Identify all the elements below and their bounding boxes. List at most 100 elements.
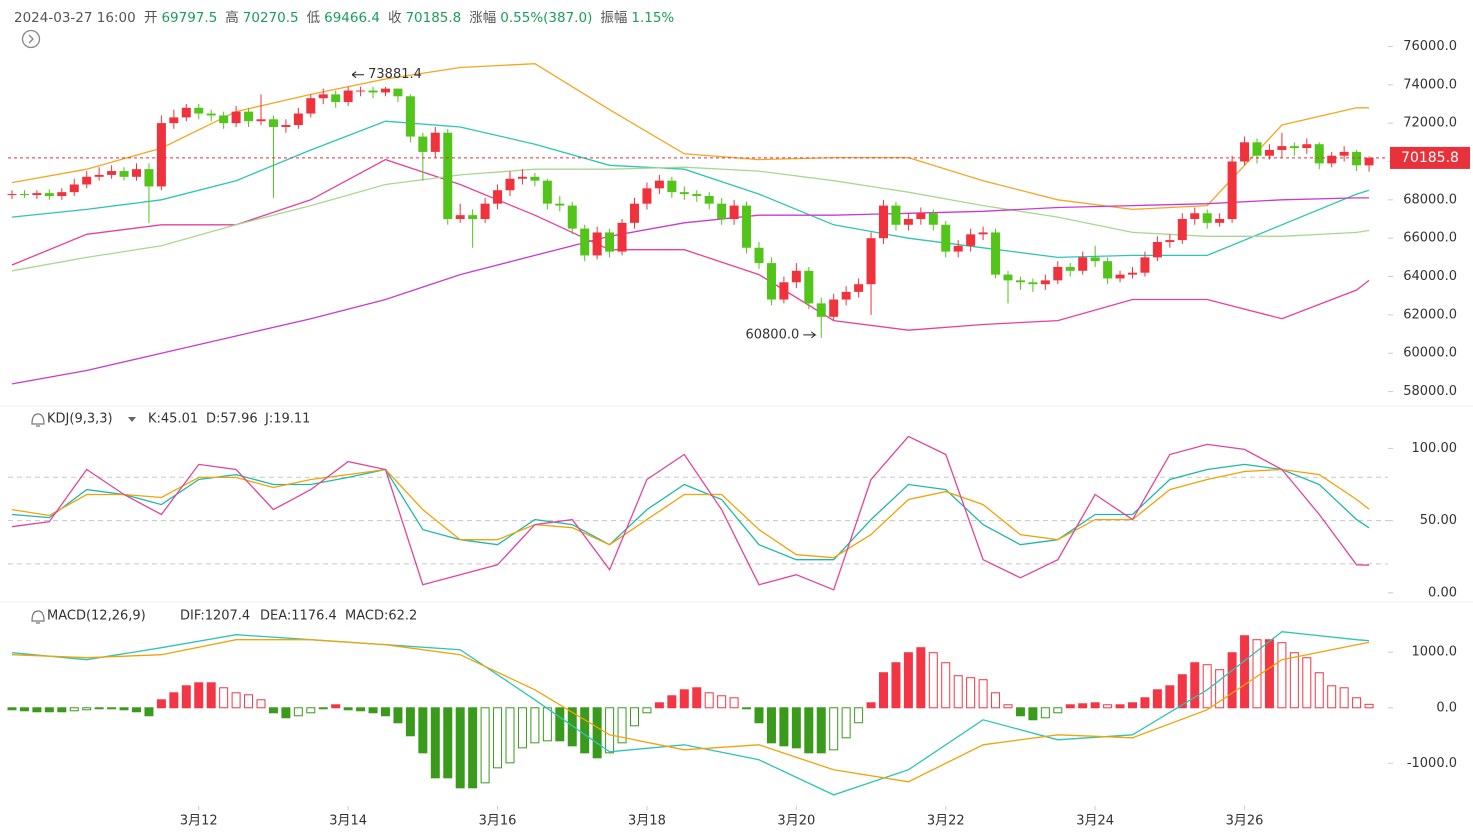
y-tick-label: 68000.0 (1403, 192, 1457, 207)
candle-body (1103, 261, 1113, 279)
macd-bar (1003, 704, 1013, 709)
x-tick-label: 3月26 (1226, 814, 1264, 829)
indicator-title: MACD(12,26,9) (47, 609, 146, 624)
indicator-line (11, 631, 1370, 796)
candle-body (841, 291, 851, 300)
candle-body (443, 132, 453, 220)
candle-body (268, 119, 278, 127)
candle-body (256, 119, 266, 122)
candle-body (468, 215, 478, 220)
candle-body (1128, 272, 1137, 275)
macd-bar (94, 707, 104, 710)
macd-bar (1040, 707, 1050, 719)
candle-body (1240, 142, 1250, 162)
candle-body (978, 232, 988, 235)
macd-bar (1078, 703, 1088, 709)
macd-bar (32, 707, 42, 713)
x-tick-label: 3月24 (1076, 814, 1114, 829)
quote-value: 70270.5 (242, 10, 299, 26)
expand-button[interactable] (21, 29, 41, 49)
macd-bar (256, 699, 266, 709)
x-tick-label: 3月14 (329, 814, 367, 829)
macd-bar (1190, 662, 1200, 709)
alert-icon[interactable] (31, 413, 45, 427)
macd-bar (991, 692, 1001, 709)
macd-bar (194, 682, 204, 709)
macd-bar (455, 707, 465, 789)
candle-body (94, 174, 104, 177)
y-tick-label: 60000.0 (1403, 346, 1457, 361)
candle-body (642, 188, 652, 204)
alert-icon[interactable] (31, 610, 45, 624)
macd-bar (1165, 685, 1175, 709)
candle-body (231, 111, 241, 124)
candle-body (530, 176, 540, 181)
candle-body (381, 88, 390, 93)
candle-body (1352, 151, 1362, 166)
macd-bar (368, 707, 378, 714)
quote-value: 69797.5 (161, 10, 218, 26)
macd-bar (580, 707, 590, 754)
macd-bar (630, 707, 639, 727)
macd-bar (679, 689, 689, 709)
macd-bar (779, 707, 789, 747)
x-tick-label: 3月16 (479, 814, 517, 829)
candle-body (1003, 274, 1013, 281)
quote-header: 2024-03-27 16:00 开 69797.5 高 70270.5 低 69466.… (14, 6, 682, 26)
y-tick-label: 100.00 (1412, 441, 1458, 456)
macd-bar (281, 707, 291, 719)
quote-label: 高 (225, 10, 239, 26)
candle-body (119, 171, 129, 177)
macd-bar (903, 652, 913, 709)
macd-bar (493, 707, 503, 769)
macd-bar (517, 707, 527, 749)
candle-body (19, 194, 29, 196)
macd-bar (1302, 657, 1312, 709)
candle-body (729, 205, 739, 220)
macd-bar (19, 707, 29, 712)
macd-bar (443, 707, 453, 779)
macd-bar (44, 707, 54, 713)
macd-bar (1352, 697, 1362, 709)
macd-bar (1364, 703, 1374, 709)
candle-body (331, 94, 341, 103)
candle-body (630, 203, 639, 223)
candle-body (1090, 257, 1100, 262)
min-arrow (803, 331, 817, 339)
quote-label: 涨幅 (469, 10, 497, 26)
macd-bar (916, 647, 926, 709)
macd-bar (605, 707, 615, 754)
candle-body (517, 176, 527, 179)
macd-bar (505, 707, 515, 764)
candle-body (1327, 155, 1337, 164)
candle-body (866, 238, 876, 285)
y-tick-label: 64000.0 (1403, 269, 1457, 284)
macd-bar (1277, 642, 1287, 709)
candle-body (1140, 257, 1150, 273)
macd-bar (791, 707, 801, 749)
macd-bar (1264, 639, 1274, 709)
macd-bar (393, 707, 403, 724)
legend-entry: K:45.01 (148, 412, 198, 427)
quote-label: 开 (143, 10, 158, 26)
dropdown-icon[interactable] (128, 417, 136, 422)
macd-bar (692, 687, 702, 709)
candle-body (7, 194, 17, 196)
candle-body (1215, 219, 1225, 223)
y-tick-label: 50.00 (1420, 513, 1457, 528)
macd-bar (978, 679, 988, 709)
x-tick-label: 3月20 (777, 814, 815, 829)
y-tick-label: 0.00 (1428, 585, 1457, 600)
legend-entry: DIF:1207.4 (180, 609, 250, 624)
candle-body (1252, 142, 1262, 156)
candle-body (194, 107, 204, 114)
candle-body (1015, 280, 1025, 283)
candle-body (742, 205, 752, 248)
candle-body (480, 203, 490, 220)
candle-body (219, 115, 229, 124)
macd-bar (468, 707, 478, 789)
candle-body (617, 222, 627, 252)
macd-bar (829, 707, 839, 751)
candle-body (493, 190, 503, 204)
macd-bar (1103, 704, 1113, 709)
